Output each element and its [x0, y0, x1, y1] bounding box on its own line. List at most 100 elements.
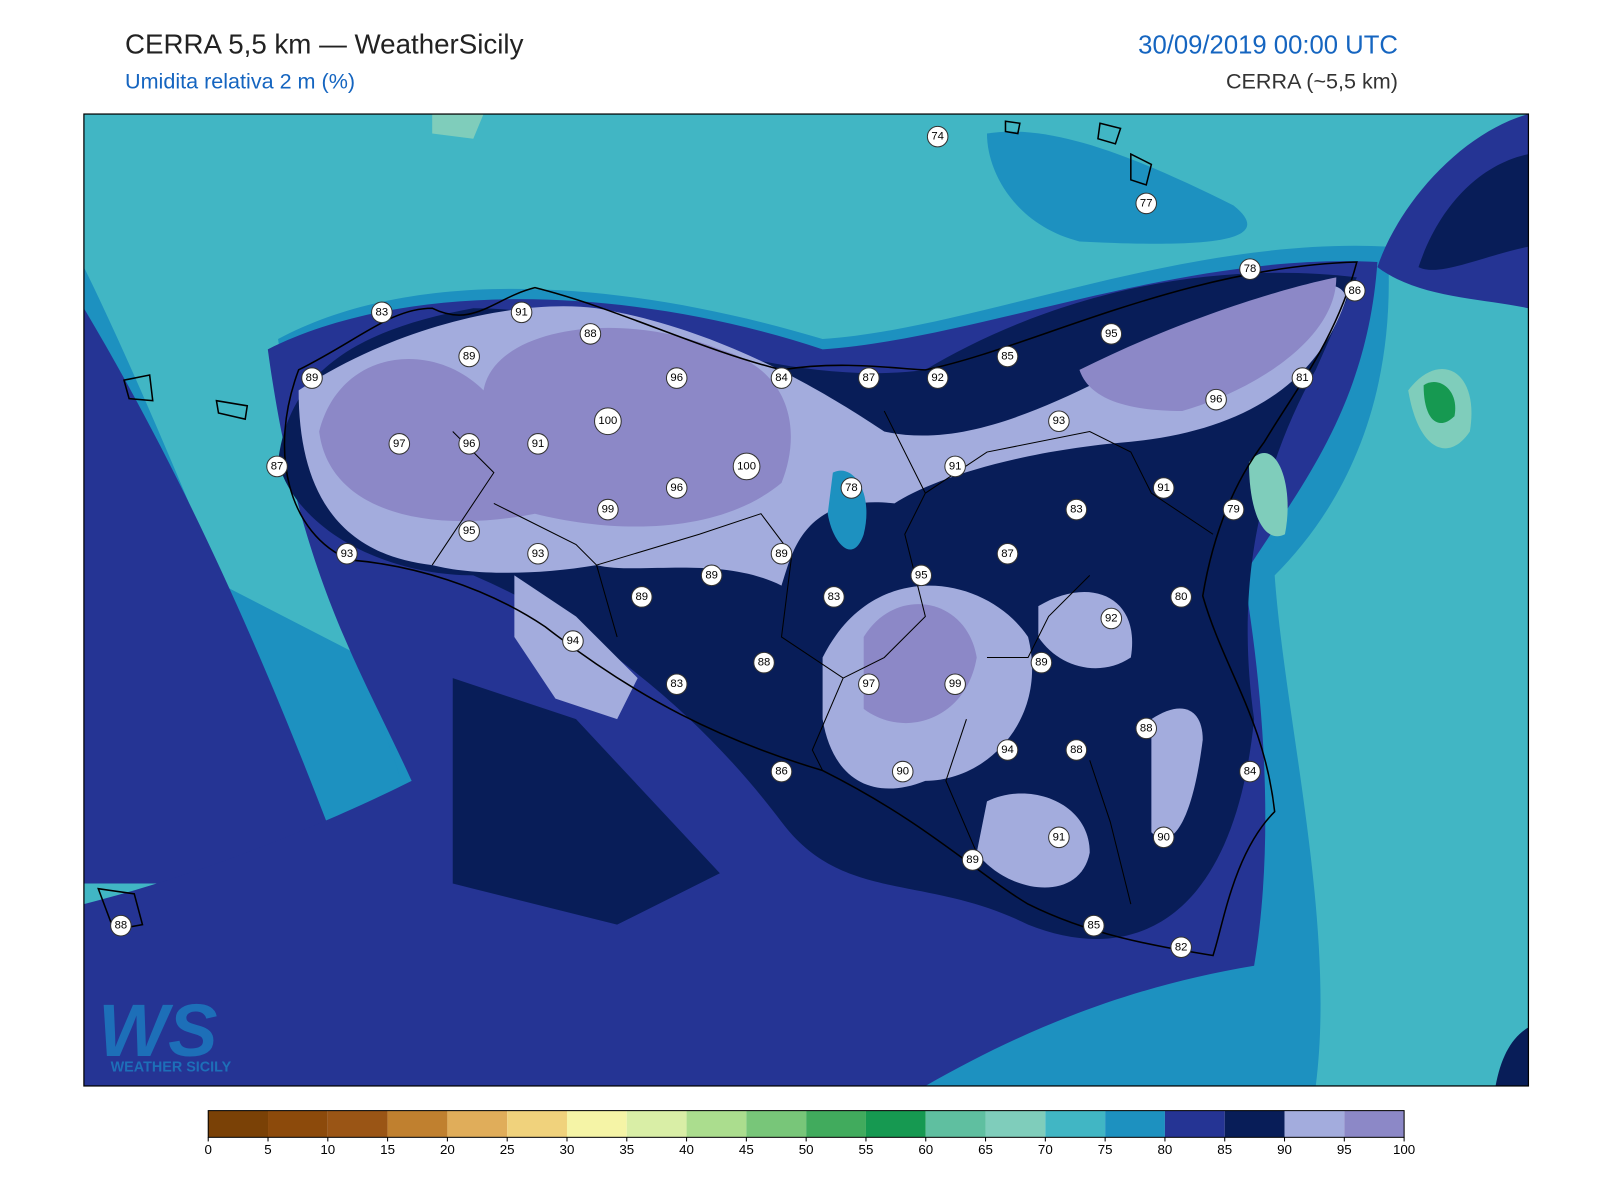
colorbar-tick-label: 0 [205, 1142, 212, 1157]
station-value: 89 [966, 854, 979, 866]
station: 82 [1170, 936, 1192, 959]
station-value: 89 [705, 569, 718, 581]
station-marker [840, 477, 863, 499]
station: 100 [732, 452, 761, 481]
station: 96 [665, 477, 688, 499]
station-marker [996, 542, 1019, 565]
station-marker [926, 125, 949, 148]
station-marker [770, 367, 793, 389]
station: 89 [961, 849, 984, 871]
station-value: 88 [1070, 744, 1083, 756]
station-value: 89 [635, 591, 648, 603]
station: 85 [996, 345, 1019, 368]
colorbar-tick-label: 65 [978, 1142, 993, 1157]
station-marker [1170, 936, 1192, 959]
colorbar-segment [507, 1110, 567, 1138]
colorbar-tick-label: 40 [679, 1142, 694, 1157]
colorbar-tick-label: 100 [1393, 1142, 1415, 1157]
station: 88 [1135, 717, 1158, 740]
station: 93 [527, 542, 549, 565]
station-value: 91 [515, 306, 528, 318]
colorbar-tick-label: 35 [619, 1142, 634, 1157]
stations: 74 77 78 86 83 91 88 89 96 84 87 92 85 95 81 96 89 87 97 96… [110, 125, 1366, 959]
station: 87 [266, 455, 288, 478]
station-value: 84 [1244, 766, 1257, 778]
station-marker [1239, 258, 1261, 280]
station-value: 89 [775, 548, 788, 560]
station-value: 96 [1210, 394, 1223, 406]
title: CERRA 5,5 km — WeatherSicily [125, 28, 524, 59]
station-value: 88 [758, 657, 771, 669]
station-value: 92 [1105, 612, 1118, 624]
station-value: 99 [949, 678, 962, 690]
station: 99 [597, 498, 619, 521]
station-marker [1065, 498, 1088, 521]
station-value: 87 [863, 372, 876, 384]
station-value: 77 [1140, 197, 1153, 209]
station-marker [1100, 323, 1123, 345]
station: 91 [527, 433, 549, 455]
station-value: 86 [775, 766, 788, 778]
station-value: 80 [1175, 591, 1188, 603]
station-value: 95 [1105, 328, 1118, 340]
station: 87 [858, 367, 880, 389]
colorbar-tick-label: 75 [1098, 1142, 1113, 1157]
station: 84 [770, 367, 793, 389]
station: 89 [700, 564, 723, 587]
station-marker [458, 433, 480, 455]
station-marker [700, 564, 723, 587]
station-marker [858, 673, 880, 696]
station: 78 [840, 477, 863, 499]
station-value: 85 [1088, 920, 1101, 932]
station: 94 [562, 630, 584, 652]
station: 93 [1048, 410, 1070, 433]
station-marker [1030, 651, 1053, 674]
station: 83 [371, 301, 393, 324]
station: 85 [1083, 914, 1105, 937]
station-marker [961, 849, 984, 871]
station-value: 85 [1001, 351, 1014, 363]
station-marker [665, 673, 688, 696]
colorbar-tick-label: 85 [1217, 1142, 1232, 1157]
station-marker [510, 301, 533, 324]
map-frame [83, 113, 1530, 1087]
station-marker [527, 433, 549, 455]
station-marker [1152, 477, 1175, 499]
station-value: 89 [306, 372, 319, 384]
station-value: 83 [828, 591, 841, 603]
station-value: 94 [567, 635, 580, 647]
colorbar-tick-label: 45 [739, 1142, 754, 1157]
colorbar-tick-label: 95 [1337, 1142, 1352, 1157]
station: 100 [594, 407, 622, 436]
station-value: 89 [1035, 657, 1048, 669]
station: 78 [1239, 258, 1261, 280]
station-value: 83 [376, 306, 389, 318]
colorbar-tick-label: 10 [320, 1142, 335, 1157]
colorbar-tick-label: 15 [380, 1142, 395, 1157]
station-value: 78 [1244, 263, 1257, 275]
station: 92 [926, 367, 949, 389]
station: 87 [996, 542, 1019, 565]
station-marker [458, 345, 480, 368]
station: 93 [336, 542, 358, 565]
station-value: 95 [463, 525, 476, 537]
colorbar-segment [746, 1110, 807, 1138]
colorbar-tick-label: 70 [1038, 1142, 1053, 1157]
station: 89 [1030, 651, 1053, 674]
logo-mark: WS [98, 989, 217, 1072]
station: 89 [770, 542, 793, 565]
logo-text: WEATHER SICILY [111, 1060, 232, 1076]
colorbar-tick-label: 5 [264, 1142, 271, 1157]
station-marker [110, 914, 132, 937]
station-marker [579, 323, 602, 345]
station-value: 93 [341, 548, 354, 560]
station-value: 96 [463, 438, 476, 450]
station-marker [910, 564, 933, 587]
colorbar-tick-label: 60 [918, 1142, 933, 1157]
colorbar-segment [865, 1110, 926, 1138]
station-value: 96 [670, 482, 683, 494]
station: 97 [858, 673, 880, 696]
station-marker [1205, 388, 1227, 411]
station-marker [732, 452, 761, 481]
